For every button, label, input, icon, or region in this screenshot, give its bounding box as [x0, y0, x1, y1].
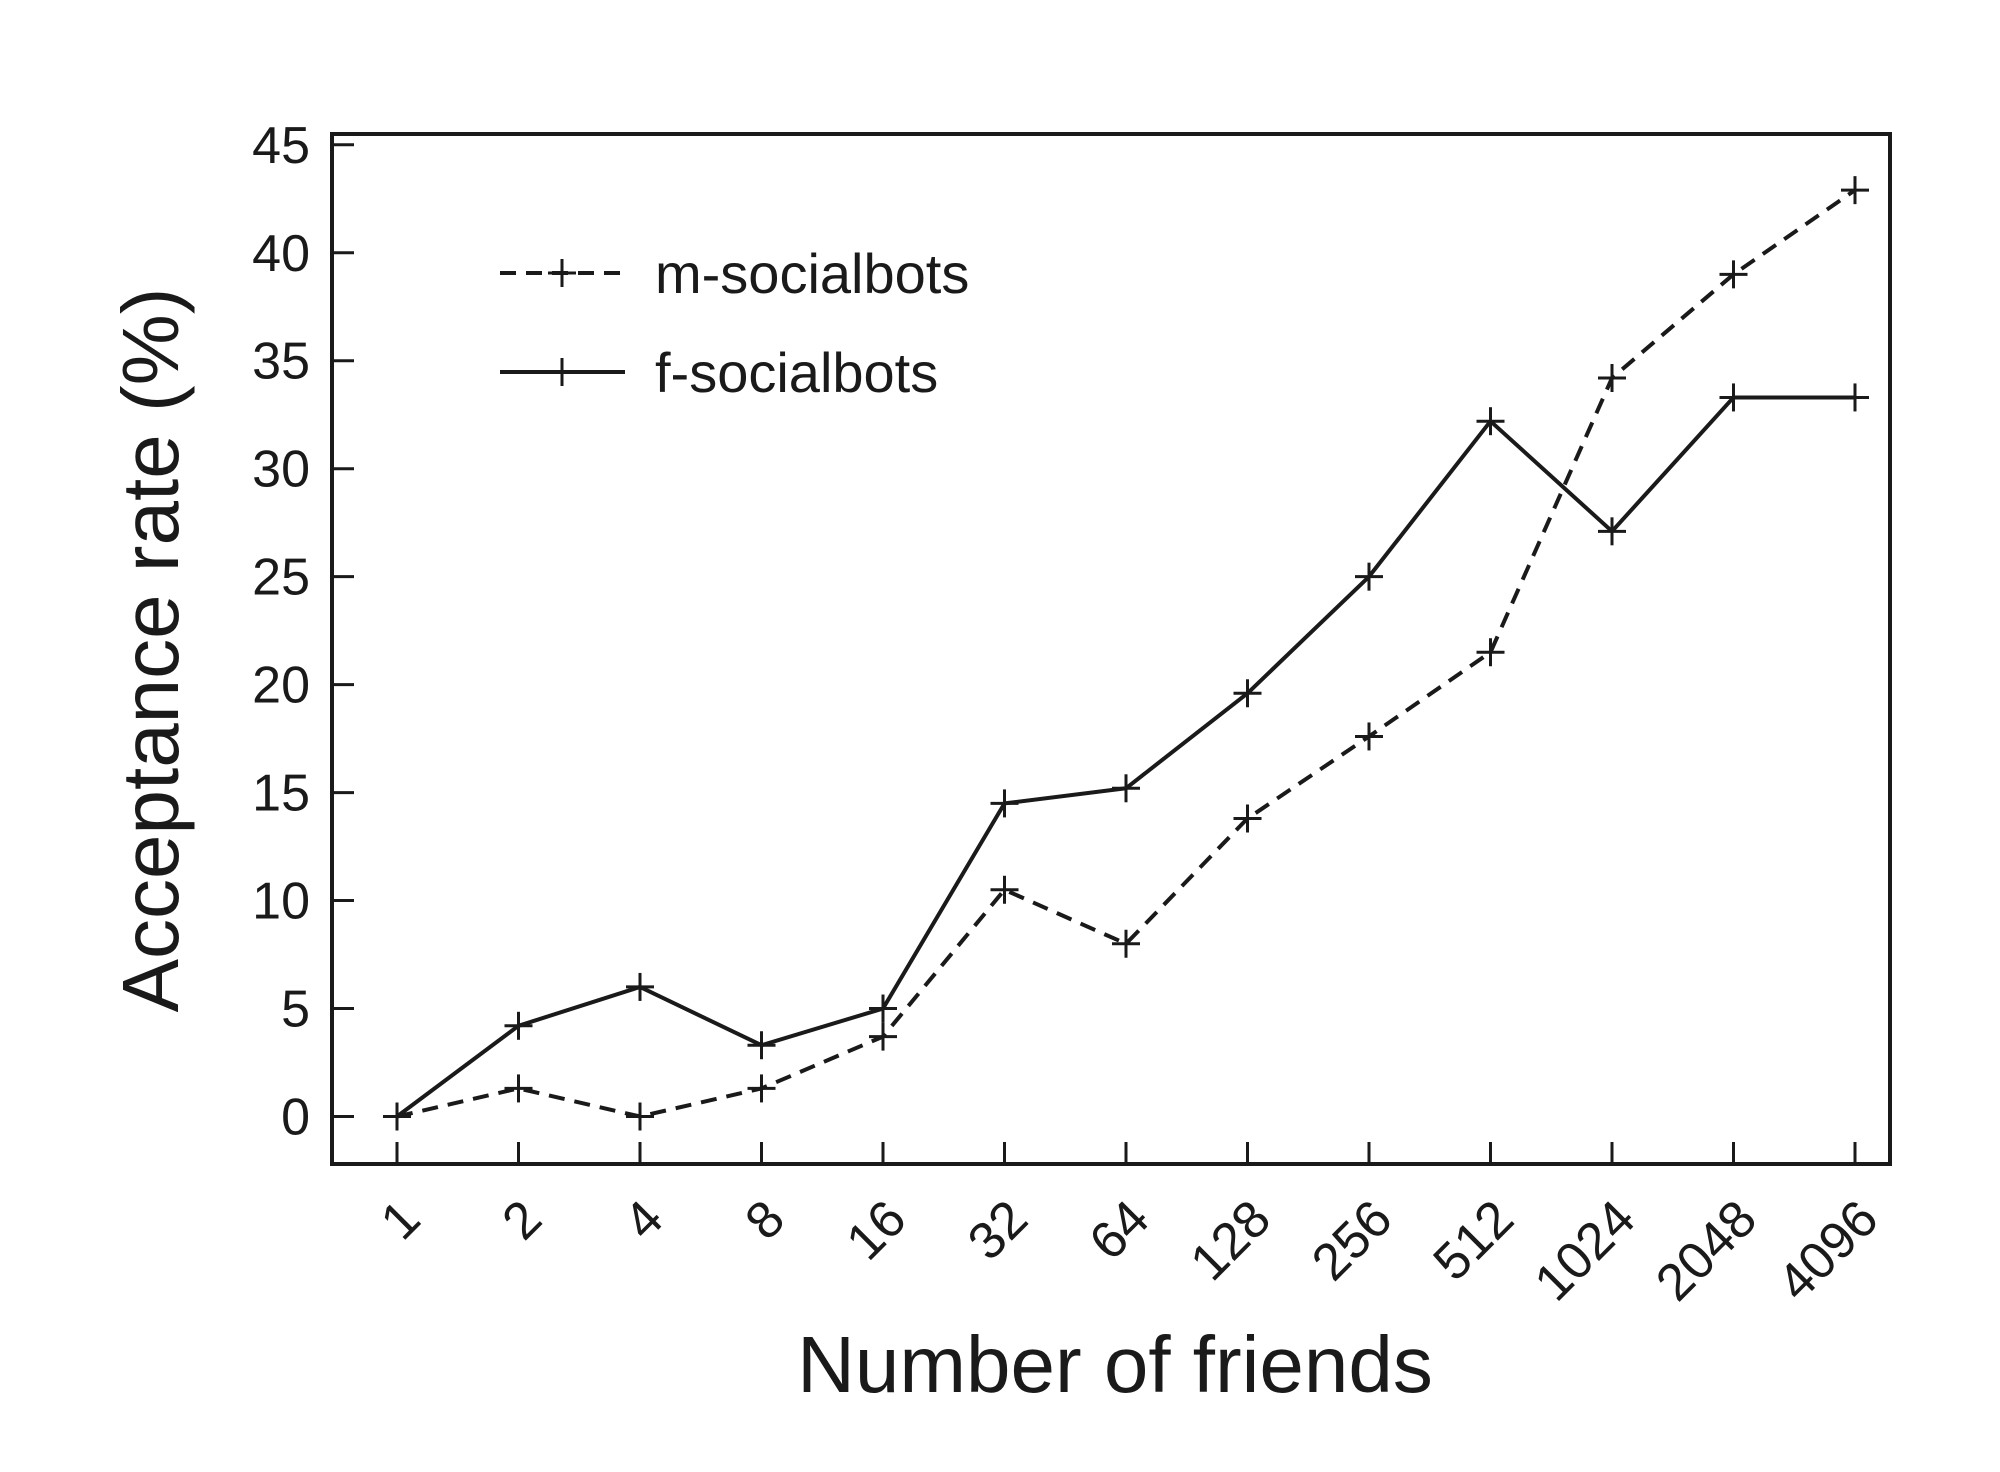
- y-tick-label: 15: [252, 765, 310, 823]
- x-tick-label: 8: [735, 1189, 796, 1250]
- x-tick-label: 4096: [1767, 1189, 1890, 1312]
- x-tick-label: 16: [836, 1189, 918, 1271]
- legend-label: f-socialbots: [655, 341, 938, 404]
- plot-frame: [330, 132, 1892, 1166]
- y-tick-label: 0: [281, 1088, 310, 1146]
- x-tick-label: 4: [613, 1189, 674, 1250]
- x-tick-label: 512: [1423, 1189, 1525, 1291]
- x-tick-label: 32: [957, 1189, 1039, 1271]
- y-tick-label: 45: [252, 117, 310, 175]
- y-tick-label: 40: [252, 225, 310, 283]
- series-m-socialbots: [383, 176, 1869, 1131]
- y-tick-label: 25: [252, 549, 310, 607]
- series-line: [395, 395, 1855, 1119]
- x-axis-title: Number of friends: [797, 1320, 1433, 1409]
- legend-item-m-socialbots: m-socialbots: [500, 242, 969, 305]
- y-axis-title: Acceptance rate (%): [106, 288, 195, 1013]
- legend-label: m-socialbots: [655, 242, 969, 305]
- legend-item-f-socialbots: f-socialbots: [500, 341, 938, 404]
- series-f-socialbots: [383, 383, 1869, 1131]
- x-tick-label: 128: [1180, 1189, 1282, 1291]
- legend: m-socialbots f-socialbots: [500, 242, 969, 404]
- y-tick-label: 20: [252, 657, 310, 715]
- x-tick-label: 2: [492, 1189, 553, 1250]
- x-tick-label: 256: [1301, 1189, 1403, 1291]
- series-layer: [383, 176, 1869, 1131]
- x-tick-label: 1: [370, 1189, 431, 1250]
- series-line: [396, 188, 1857, 1119]
- y-tick-label: 35: [252, 333, 310, 391]
- x-tick-label: 2048: [1645, 1189, 1768, 1312]
- y-tick-label: 30: [252, 441, 310, 499]
- x-tick-label: 64: [1079, 1189, 1161, 1271]
- y-tick-label: 10: [252, 873, 310, 931]
- y-axis: 0 5 10 15 20 25 30 35 40 45: [252, 117, 354, 1146]
- x-tick-label: 1024: [1524, 1189, 1647, 1312]
- y-tick-label: 5: [281, 981, 310, 1039]
